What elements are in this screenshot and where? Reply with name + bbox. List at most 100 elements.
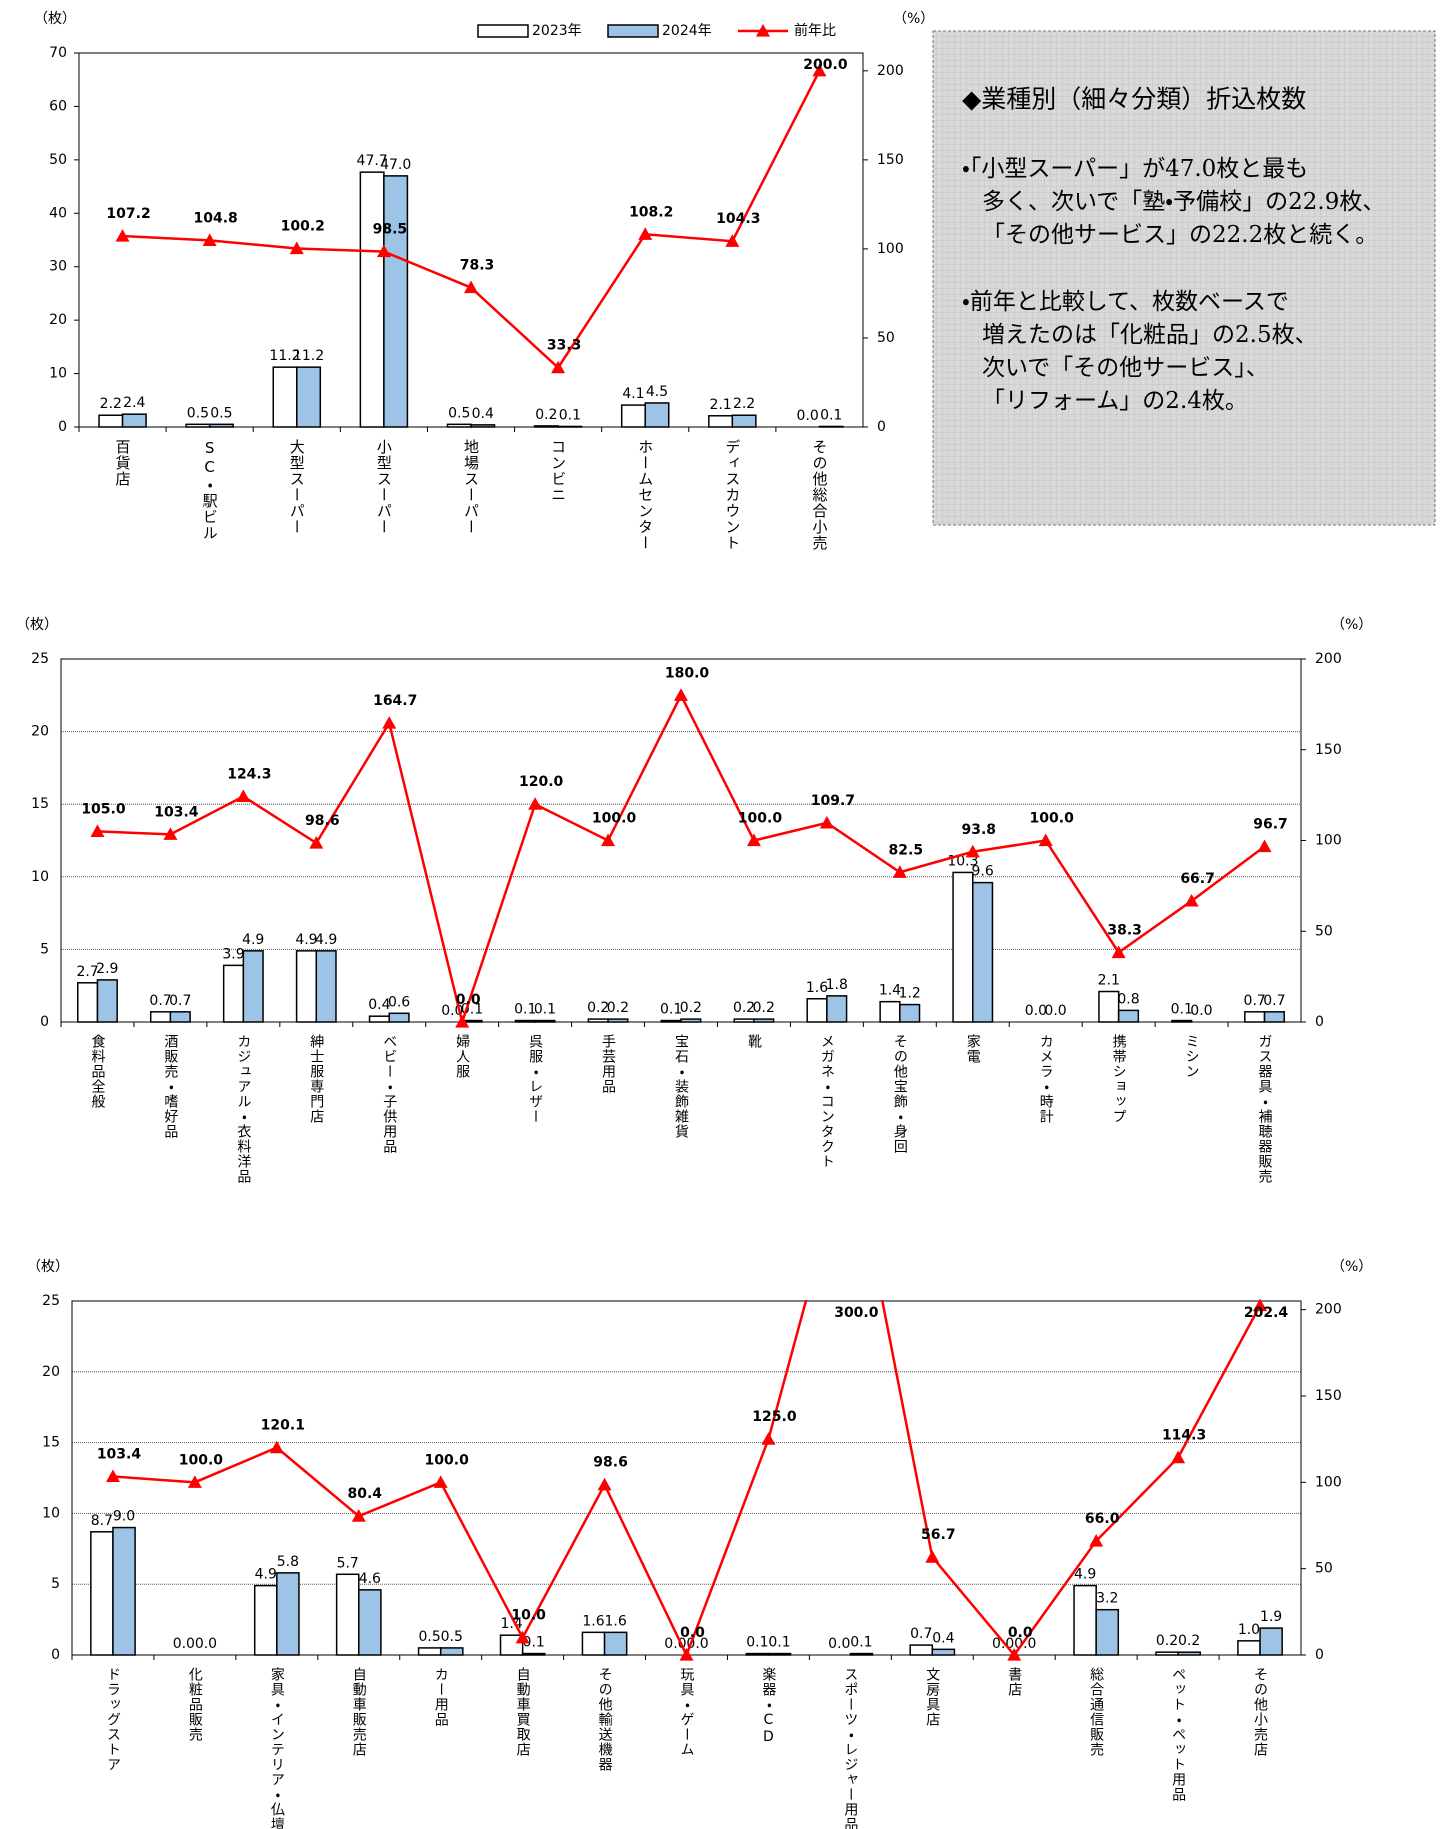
x-tick-label: 小型スーパー [375, 439, 393, 535]
bar-value-label: 4.9 [1074, 1567, 1096, 1583]
ratio-marker [187, 1475, 202, 1488]
ratio-marker [1257, 839, 1272, 853]
bar [253, 1584, 278, 1656]
bar-value-label: 0.1 [534, 1002, 556, 1018]
ratio-marker [455, 1015, 470, 1028]
bar-value-label: 0.0 [1190, 1003, 1212, 1019]
ratio-marker [105, 1469, 120, 1483]
bar-value-label: 0.7 [1263, 993, 1285, 1009]
bar-value-label: 0.5 [210, 405, 232, 421]
legend-swatch [477, 24, 529, 38]
x-tick-label: 食料品全般 [89, 1034, 105, 1109]
x-tick-label: ミシン [1184, 1034, 1200, 1079]
bar [603, 1631, 628, 1656]
x-tick-label: カジュアル・衣料洋品 [235, 1034, 251, 1184]
ratio-marker [925, 1550, 940, 1563]
ratio-label: 96.7 [1253, 816, 1288, 832]
y-tick-label: 5 [51, 1576, 60, 1592]
bar [1117, 1009, 1140, 1023]
x-tick-label: カメラ・時計 [1038, 1034, 1054, 1124]
y-tick-label: 10 [31, 869, 49, 885]
ratio-label: 104.3 [716, 211, 760, 227]
ratio-label: 120.0 [519, 774, 564, 790]
bar-value-label: 1.8 [826, 977, 848, 993]
ratio-marker [309, 836, 324, 849]
ratio-label: 200.0 [803, 57, 848, 73]
bar-value-label: 1.9 [1260, 1609, 1282, 1625]
bar [1237, 1640, 1261, 1656]
bar [77, 982, 99, 1023]
y2-axis-unit: （%） [1331, 1259, 1372, 1275]
bar-value-label: 0.1 [523, 1635, 545, 1651]
bar-value-label: 2.1 [709, 397, 731, 413]
ratio-label: 98.6 [593, 1455, 628, 1471]
bar-value-label: 0.0 [664, 1636, 686, 1652]
x-tick-label: 自動車販売店 [351, 1667, 367, 1757]
ratio-marker [674, 688, 688, 701]
bar-value-label: 2.1 [1098, 973, 1120, 989]
bar [383, 175, 409, 428]
ratio-marker [202, 233, 217, 246]
bar-value-label: 9.6 [971, 864, 993, 880]
bar-value-label: 0.5 [187, 405, 209, 421]
y2-tick-label: 0 [1315, 1014, 1324, 1030]
bar [879, 1000, 901, 1023]
x-tick-label: ベビー・子供用品 [381, 1034, 397, 1154]
bar [388, 1012, 410, 1023]
x-tick-label: 化粧品販売 [187, 1667, 203, 1742]
ratio-label: 100.0 [1030, 811, 1075, 827]
y-tick-label: 20 [49, 312, 67, 328]
bar-value-label: 0.5 [419, 1629, 441, 1645]
x-tick-label: 百貨店 [114, 439, 132, 487]
ratio-label: 56.7 [921, 1527, 956, 1543]
y2-tick-label: 150 [1315, 1388, 1342, 1404]
x-tick-label: その他総合小売 [810, 439, 828, 551]
bar-value-label: 47.0 [380, 157, 411, 173]
y-tick-label: 10 [49, 366, 67, 382]
bar-value-label: 0.2 [535, 407, 557, 423]
ratio-label: 105.0 [81, 801, 126, 817]
ratio-marker [597, 1477, 612, 1491]
text-box-line: ・前年と比較して、枚数ベースで [962, 289, 1289, 315]
bar-value-label: 4.9 [242, 932, 264, 948]
y2-tick-label: 0 [1315, 1647, 1324, 1663]
x-tick-label: コンビニ [549, 439, 567, 503]
chart: （枚） （%） 0 10 20 30 40 50 60 70 0 50 100 150 200 百貨店 SC・駅… [34, 11, 934, 551]
y2-axis-unit: （%） [893, 11, 934, 27]
x-tick-label: カー用品 [433, 1667, 449, 1727]
bar-value-label: 0.1 [850, 1635, 872, 1651]
y2-tick-label: 100 [877, 241, 904, 257]
y2-axis-unit: （%） [1331, 617, 1372, 633]
bar-value-label: 0.1 [820, 407, 842, 423]
bar-value-label: 4.1 [622, 386, 644, 402]
bar-value-label: 0.2 [587, 1000, 609, 1016]
ratio-label: 103.4 [154, 804, 199, 820]
y-axis-unit: （枚） [34, 11, 76, 27]
text-box-bg [932, 30, 1436, 526]
x-tick-label: 総合通信販売 [1088, 1667, 1104, 1757]
bar-value-label: 3.2 [1096, 1591, 1118, 1607]
legend-label: 2023年 [532, 23, 582, 39]
x-tick-label: その他輸送機器 [597, 1667, 613, 1772]
ratio-marker [725, 234, 740, 247]
ratio-label: 100.0 [179, 1452, 224, 1468]
bar [952, 871, 974, 1023]
y2-tick-label: 50 [1315, 1561, 1333, 1577]
x-tick-label: メガネ・コンタクト [819, 1034, 835, 1169]
ratio-marker [1111, 945, 1126, 959]
x-tick-label: ガス器具・補聴器販売 [1257, 1034, 1273, 1184]
ratio-label: 114.3 [1162, 1428, 1206, 1444]
ratio-label: 164.7 [373, 693, 417, 709]
bar-value-label: 4.9 [315, 932, 337, 948]
ratio-marker [464, 280, 478, 294]
bar [1259, 1627, 1283, 1656]
bar-value-label: 0.4 [932, 1630, 954, 1646]
bar-value-label: 0.7 [1244, 993, 1266, 1009]
bar [931, 1648, 956, 1656]
bar [806, 998, 828, 1023]
y2-tick-label: 200 [877, 63, 904, 79]
bar [644, 402, 670, 428]
x-tick-label: ディスカウント [723, 439, 741, 551]
y-tick-label: 15 [31, 796, 49, 812]
text-box-line: ・「小型スーパー」が47.0枚と最も [962, 156, 1308, 182]
